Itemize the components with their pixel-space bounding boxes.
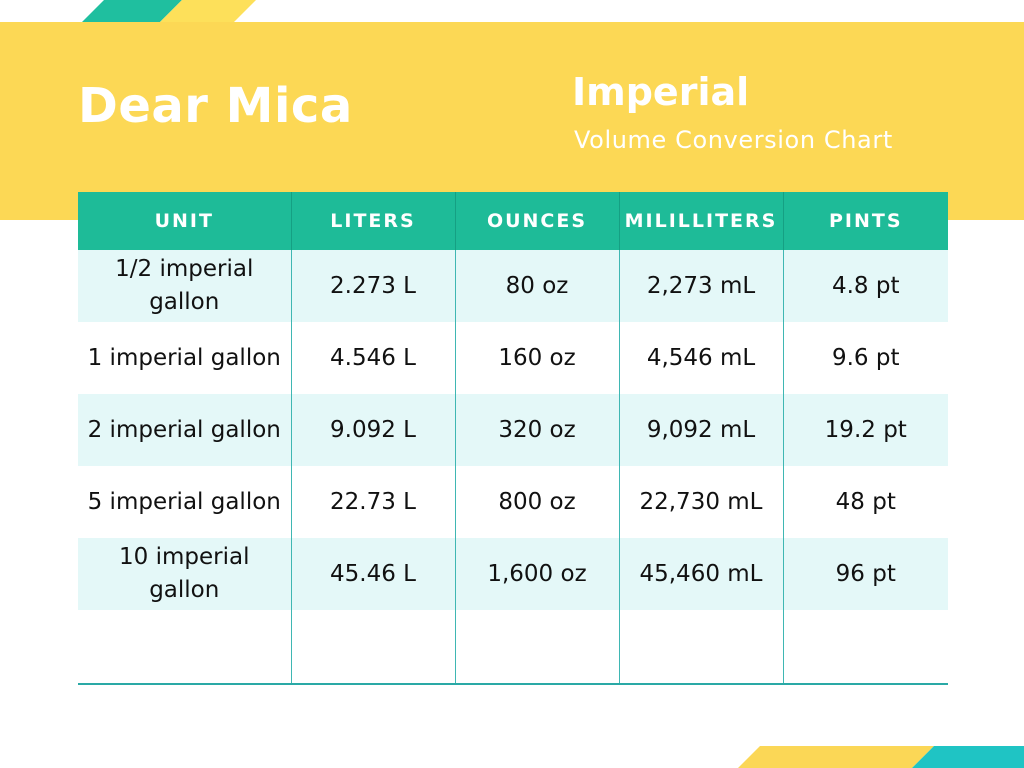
cell-pints: 4.8 pt (782, 250, 948, 322)
table-row-empty (78, 610, 948, 685)
cell-ounces: 160 oz (454, 322, 619, 394)
cell-unit: 1 imperial gallon (87, 344, 281, 371)
cell-milliliters: 9,092 mL (618, 394, 783, 466)
cell-liters: 45.46 L (290, 538, 455, 610)
cell-ounces: 800 oz (454, 466, 619, 538)
column-header-liters: LITERS (290, 192, 455, 250)
column-header-milliliters: MILILLITERS (618, 192, 783, 250)
decorative-stripe-top-teal (82, 0, 182, 22)
empty-cell (782, 610, 948, 685)
page-subtitle: Volume Conversion Chart (574, 126, 893, 154)
empty-cell (290, 610, 455, 685)
cell-milliliters: 4,546 mL (618, 322, 783, 394)
page-title: Imperial (572, 70, 750, 114)
cell-pints: 96 pt (782, 538, 948, 610)
table-row: 5 imperial gallon 22.73 L 800 oz 22,730 … (78, 466, 948, 538)
table-row: 1/2 imperial gallon 2.273 L 80 oz 2,273 … (78, 250, 948, 322)
cell-unit: 10 imperial gallon (119, 544, 250, 603)
cell-ounces: 80 oz (454, 250, 619, 322)
cell-unit: 1/2 imperial gallon (115, 256, 254, 315)
cell-milliliters: 45,460 mL (618, 538, 783, 610)
cell-pints: 9.6 pt (782, 322, 948, 394)
table-row: 10 imperial gallon 45.46 L 1,600 oz 45,4… (78, 538, 948, 610)
conversion-table: UNIT LITERS OUNCES MILILLITERS PINTS 1/2… (78, 192, 948, 685)
empty-cell (78, 610, 291, 685)
table-header-row: UNIT LITERS OUNCES MILILLITERS PINTS (78, 192, 948, 250)
empty-cell (618, 610, 783, 685)
decorative-stripe-bottom-teal (912, 746, 1024, 768)
cell-liters: 22.73 L (290, 466, 455, 538)
decorative-stripe-bottom-yellow (738, 746, 934, 768)
decorative-stripe-top-yellow (160, 0, 256, 22)
cell-pints: 48 pt (782, 466, 948, 538)
cell-liters: 9.092 L (290, 394, 455, 466)
cell-milliliters: 2,273 mL (618, 250, 783, 322)
cell-liters: 2.273 L (290, 250, 455, 322)
cell-pints: 19.2 pt (782, 394, 948, 466)
cell-unit: 5 imperial gallon (87, 488, 281, 515)
cell-ounces: 1,600 oz (454, 538, 619, 610)
table-row: 2 imperial gallon 9.092 L 320 oz 9,092 m… (78, 394, 948, 466)
column-header-pints: PINTS (782, 192, 948, 250)
brand-name: Dear Mica (78, 78, 353, 134)
column-header-ounces: OUNCES (454, 192, 619, 250)
cell-liters: 4.546 L (290, 322, 455, 394)
cell-ounces: 320 oz (454, 394, 619, 466)
empty-cell (454, 610, 619, 685)
column-header-unit: UNIT (154, 210, 214, 232)
header-banner (0, 22, 1024, 220)
cell-unit: 2 imperial gallon (87, 416, 281, 443)
table-row: 1 imperial gallon 4.546 L 160 oz 4,546 m… (78, 322, 948, 394)
cell-milliliters: 22,730 mL (618, 466, 783, 538)
